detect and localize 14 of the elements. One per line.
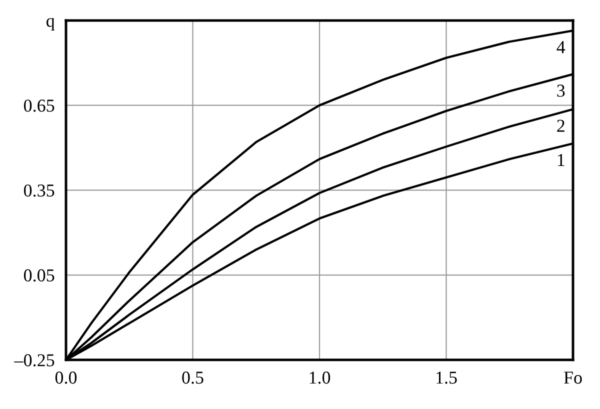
x-tick-label: 0.5 (182, 372, 204, 384)
y-tick-label: 0.65 (24, 100, 54, 112)
y-tick-label: –0.25 (14, 354, 54, 366)
series-label: 4 (556, 41, 566, 54)
series-label: 3 (557, 84, 565, 97)
x-tick-label: 1.5 (436, 372, 457, 384)
x-tick-label: 1.0 (310, 372, 330, 384)
series-label: 2 (557, 120, 564, 132)
y-tick-label: 0.05 (24, 269, 54, 282)
y-tick-label: 0.35 (24, 184, 54, 197)
x-tick-label: 0.0 (55, 372, 77, 384)
series-label: 1 (558, 154, 564, 166)
y-tick-label: q (46, 18, 55, 31)
x-tick-label: Fo (564, 372, 582, 384)
